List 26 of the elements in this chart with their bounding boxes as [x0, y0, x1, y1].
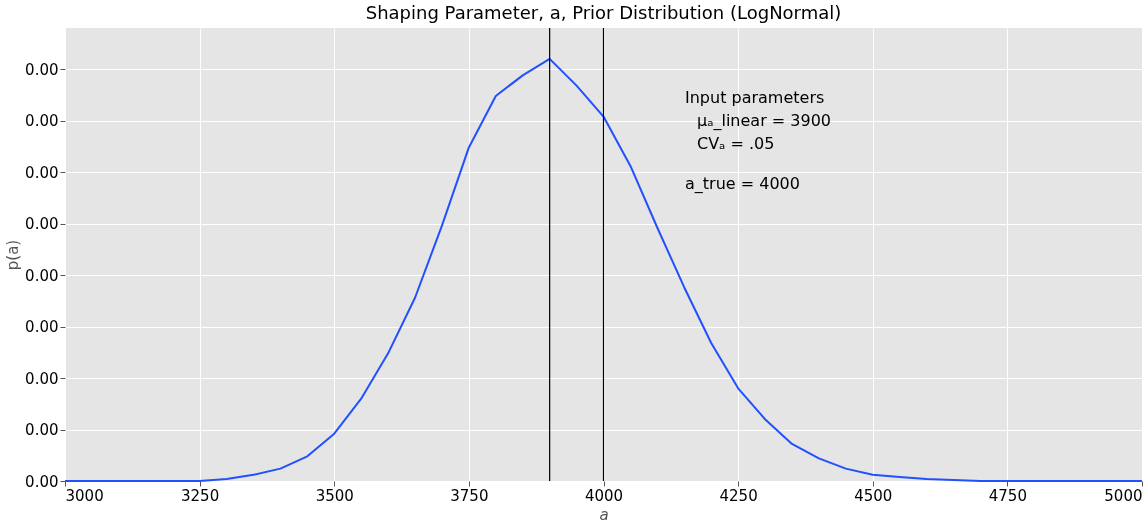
y-tick-label: 0.00 — [25, 60, 59, 79]
y-tick-label: 0.00 — [25, 112, 59, 131]
y-tick-label: 0.00 — [25, 215, 59, 234]
y-tick-label: 0.00 — [25, 472, 59, 491]
y-tick-label: 0.00 — [25, 318, 59, 337]
annotation: Input parameters — [685, 88, 825, 107]
x-tick-label: 3750 — [450, 486, 489, 505]
y-axis-title: p(a) — [4, 239, 23, 271]
chart-title: Shaping Parameter, a, Prior Distribution (LogNormal) — [365, 2, 842, 24]
x-tick-label: 4750 — [988, 486, 1027, 505]
line-series — [64, 57, 1143, 482]
x-tick-label: 5000 — [1104, 486, 1143, 505]
x-axis-title: a — [599, 505, 609, 524]
annotation: μₐ_linear = 3900 — [697, 111, 831, 131]
y-tick-label: 0.00 — [25, 421, 59, 440]
y-tick-label: 0.00 — [25, 266, 59, 285]
x-tick-label: 4500 — [854, 486, 893, 505]
y-tick-label: 0.00 — [25, 369, 59, 388]
annotation: CVₐ = .05 — [697, 134, 775, 153]
x-tick-label: 4250 — [719, 486, 758, 505]
x-tick-label: 3000 — [65, 486, 104, 505]
y-tick-label: 0.00 — [25, 163, 59, 182]
x-tick-label: 3250 — [181, 486, 220, 505]
x-tick-label: 3500 — [315, 486, 354, 505]
x-tick-label: 4000 — [584, 486, 624, 505]
annotation: a_true = 4000 — [685, 174, 800, 194]
